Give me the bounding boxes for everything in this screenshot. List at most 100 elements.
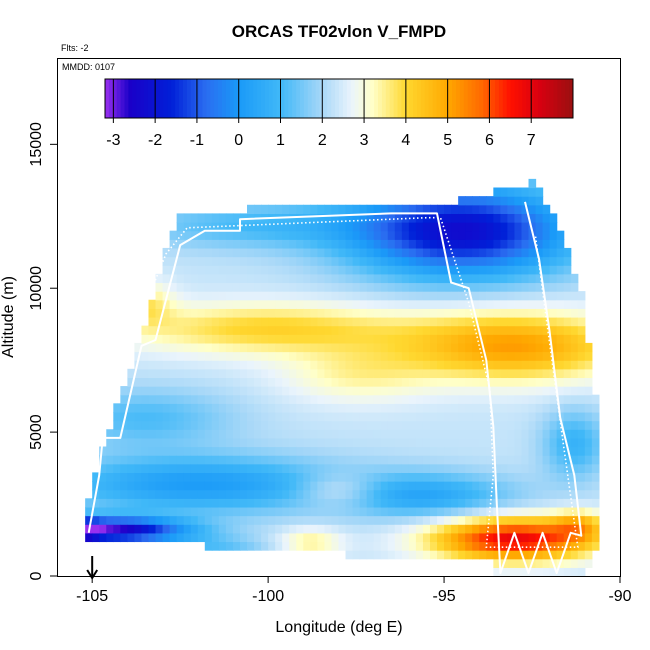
heatmap-cell [416, 282, 424, 291]
heatmap-cell [233, 421, 241, 430]
colorbar-swatch [222, 79, 226, 118]
heatmap-cell [324, 472, 332, 481]
colorbar-swatch [401, 79, 405, 118]
heatmap-cell [353, 222, 361, 231]
heatmap-cell [282, 282, 290, 291]
heatmap-cell [268, 300, 276, 309]
heatmap-cell [374, 386, 382, 395]
heatmap-cell [458, 213, 466, 222]
heatmap-cell [585, 403, 593, 412]
heatmap-cell [331, 352, 339, 361]
heatmap-cell [381, 317, 389, 326]
heatmap-cell [310, 455, 318, 464]
heatmap-cell [141, 386, 149, 395]
heatmap-cell [395, 343, 403, 352]
heatmap-cell [219, 291, 227, 300]
heatmap-cell [564, 334, 572, 343]
heatmap-cell [219, 541, 227, 550]
heatmap-cell [500, 239, 508, 248]
heatmap-cell [346, 248, 354, 257]
heatmap-cell [430, 464, 438, 473]
heatmap-cell [458, 421, 466, 430]
heatmap-cell [141, 472, 149, 481]
colorbar-swatch [355, 79, 359, 118]
heatmap-cell [198, 300, 206, 309]
heatmap-cell [465, 455, 473, 464]
heatmap-cell [170, 403, 178, 412]
heatmap-cell [402, 524, 410, 533]
heatmap-cell [360, 291, 368, 300]
heatmap-cell [507, 559, 515, 568]
colorbar-swatch [164, 79, 168, 118]
heatmap-cell [170, 507, 178, 516]
heatmap-cell [500, 447, 508, 456]
heatmap-cell [479, 498, 487, 507]
heatmap-cell [233, 455, 241, 464]
heatmap-cell [514, 352, 522, 361]
heatmap-cell [268, 308, 276, 317]
heatmap-cell [296, 533, 304, 542]
heatmap-cell [240, 343, 248, 352]
heatmap-cell [451, 498, 459, 507]
heatmap-cell [381, 334, 389, 343]
heatmap-cell [557, 265, 565, 274]
heatmap-cell [324, 352, 332, 361]
colorbar-swatch [167, 79, 171, 118]
heatmap-cell [458, 257, 466, 266]
heatmap-cell [472, 231, 480, 240]
colorbar-swatch [121, 79, 125, 118]
heatmap-cell [339, 291, 347, 300]
colorbar-swatch [472, 79, 476, 118]
heatmap-cell [521, 308, 529, 317]
heatmap-cell [247, 524, 255, 533]
heatmap-cell [148, 421, 156, 430]
heatmap-cell [381, 213, 389, 222]
heatmap-cell [268, 447, 276, 456]
heatmap-cell [564, 516, 572, 525]
heatmap-cell [113, 412, 121, 421]
heatmap-cell [507, 438, 515, 447]
heatmap-cell [268, 533, 276, 542]
colorbar-swatch [468, 79, 472, 118]
heatmap-cell [374, 248, 382, 257]
heatmap-cell [317, 507, 325, 516]
heatmap-cell [592, 395, 600, 404]
heatmap-cell [156, 464, 164, 473]
heatmap-cell [444, 429, 452, 438]
heatmap-cell [486, 248, 494, 257]
heatmap-cell [507, 447, 515, 456]
heatmap-cell [339, 464, 347, 473]
heatmap-cell [156, 395, 164, 404]
heatmap-cell [240, 498, 248, 507]
heatmap-cell [303, 360, 311, 369]
heatmap-cell [261, 257, 269, 266]
heatmap-cell [233, 464, 241, 473]
heatmap-cell [275, 533, 283, 542]
heatmap-cell [395, 464, 403, 473]
heatmap-cell [191, 464, 199, 473]
heatmap-cell [282, 429, 290, 438]
heatmap-cell [592, 490, 600, 499]
heatmap-cell [479, 196, 487, 205]
colorbar-swatch [452, 79, 456, 118]
heatmap-cell [543, 421, 551, 430]
heatmap-cell [536, 559, 544, 568]
heatmap-cell [275, 421, 283, 430]
heatmap-cell [240, 274, 248, 283]
heatmap-cell [536, 429, 544, 438]
heatmap-cell [514, 360, 522, 369]
heatmap-cell [177, 472, 185, 481]
heatmap-cell [212, 308, 220, 317]
heatmap-cell [458, 317, 466, 326]
heatmap-cell [331, 377, 339, 386]
heatmap-cell [212, 334, 220, 343]
heatmap-cell [141, 507, 149, 516]
heatmap-cell [514, 248, 522, 257]
heatmap-cell [451, 213, 459, 222]
heatmap-cell [296, 403, 304, 412]
heatmap-cell [296, 213, 304, 222]
heatmap-cell [543, 205, 551, 214]
heatmap-cell [134, 412, 142, 421]
heatmap-cell [367, 472, 375, 481]
heatmap-cell [592, 455, 600, 464]
